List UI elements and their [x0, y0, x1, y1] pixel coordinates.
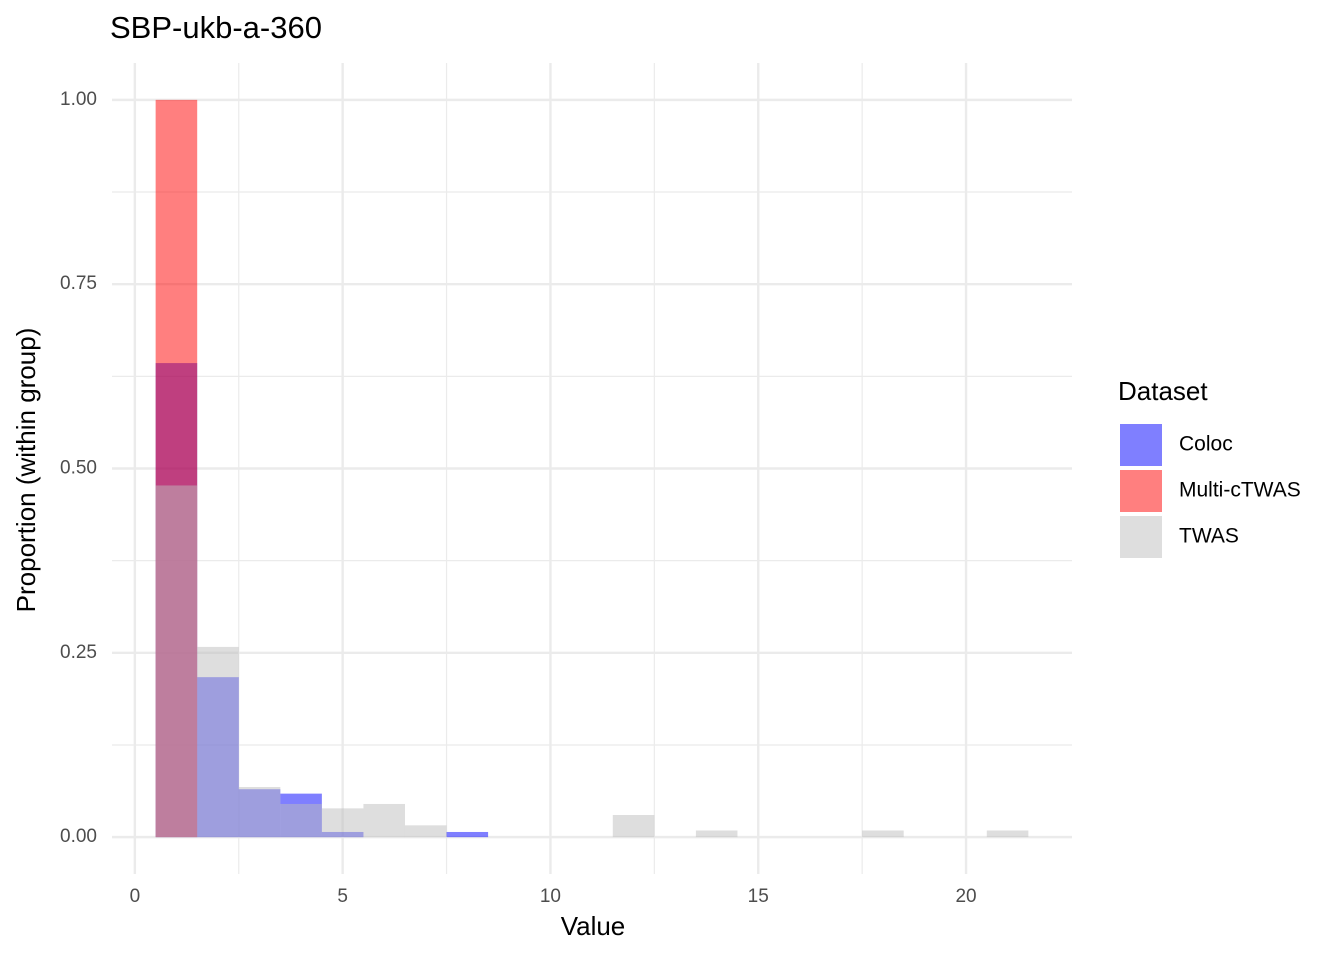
bar — [197, 646, 239, 838]
chart-title: SBP-ukb-a-360 — [110, 10, 322, 45]
legend-label: Multi-cTWAS — [1179, 479, 1301, 502]
y-tick-label: 0.50 — [60, 458, 97, 479]
x-tick-label: 0 — [130, 886, 141, 907]
legend-swatch — [1120, 424, 1162, 466]
bar — [446, 831, 489, 838]
legend-swatch — [1120, 516, 1162, 558]
y-axis-title: Proportion (within group) — [11, 328, 41, 613]
bar — [986, 830, 1029, 838]
bar — [321, 808, 364, 838]
bar — [363, 803, 405, 838]
x-tick-label: 10 — [540, 886, 561, 907]
x-tick-label: 20 — [955, 886, 976, 907]
legend-title: Dataset — [1118, 376, 1208, 406]
series — [155, 485, 1029, 838]
x-axis-title: Value — [561, 911, 626, 941]
legend-label: TWAS — [1179, 525, 1239, 548]
x-tick-label: 15 — [748, 886, 769, 907]
bar — [862, 830, 904, 838]
bar — [695, 830, 738, 838]
legend-label: Coloc — [1179, 433, 1233, 456]
y-tick-label: 0.75 — [60, 273, 97, 294]
y-tick-label: 1.00 — [60, 89, 97, 110]
y-tick-label: 0.25 — [60, 642, 97, 663]
bar — [155, 485, 198, 838]
grid — [112, 63, 1072, 874]
x-tick-label: 5 — [337, 886, 348, 907]
y-tick-label: 0.00 — [60, 826, 97, 847]
bar — [280, 803, 322, 838]
legend-swatch — [1120, 470, 1162, 512]
bar — [238, 787, 281, 838]
bar — [612, 815, 655, 838]
bar — [404, 825, 447, 838]
